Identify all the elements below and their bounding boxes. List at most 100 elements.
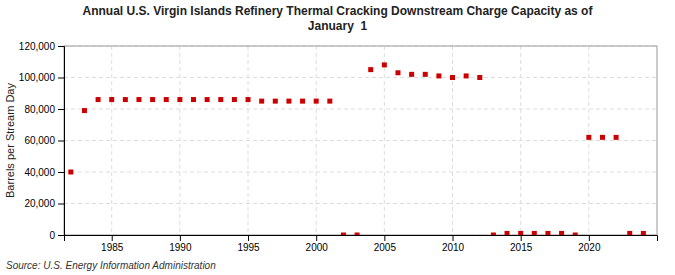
y-tick: 40,000 (24, 167, 64, 178)
x-tick-mark (248, 235, 249, 241)
chart: Annual U.S. Virgin Islands Refinery Ther… (0, 0, 675, 275)
point (300, 99, 305, 104)
point (450, 75, 455, 80)
point (341, 233, 346, 236)
x-tick-label: 1990 (169, 242, 192, 253)
grid-line-x (520, 46, 521, 235)
x-tick-label: 1995 (237, 242, 260, 253)
points (68, 62, 646, 235)
point (123, 97, 128, 102)
point (559, 231, 564, 235)
y-tick-label: 60,000 (24, 135, 55, 146)
grid-line-x (316, 46, 317, 235)
point (96, 97, 101, 102)
point (327, 99, 332, 104)
grid (64, 46, 657, 235)
point (68, 170, 73, 175)
point (205, 97, 210, 102)
x-tick: 1985 (101, 235, 124, 253)
point (532, 231, 537, 235)
title-line: Annual U.S. Virgin Islands Refinery Ther… (83, 4, 594, 18)
point (395, 70, 400, 75)
x-tick: 2000 (306, 235, 329, 253)
point (109, 97, 114, 102)
point (573, 233, 578, 236)
y-tick-label: 80,000 (24, 104, 55, 115)
y-tick: 80,000 (24, 104, 64, 115)
point (273, 99, 278, 104)
y-tick-label: 0 (49, 230, 55, 241)
y-tick-mark (58, 78, 64, 79)
point (641, 231, 646, 235)
point (246, 97, 251, 102)
x-axis: 1985 1990 1995 2000 2005 2010 2015 2020 (65, 235, 658, 253)
point (614, 135, 619, 140)
x-tick-label: 2010 (442, 242, 465, 253)
x-tick-mark (453, 235, 454, 241)
x-tick-label: 2000 (306, 242, 329, 253)
y-axis: 0 20,000 40,000 60,000 80,000 100,000 120,000 (19, 41, 65, 241)
x-tick-label: 2005 (374, 242, 397, 253)
y-tick-mark (58, 172, 64, 173)
y-tick: 20,000 (24, 198, 64, 209)
point (177, 97, 182, 102)
grid-line-y (64, 172, 657, 173)
point (505, 231, 510, 235)
point (314, 99, 319, 104)
y-tick: 120,000 (19, 41, 64, 52)
point (232, 97, 237, 102)
grid-line-x (111, 46, 112, 235)
point (368, 67, 373, 72)
grid-line-x (179, 46, 180, 235)
point (191, 97, 196, 102)
x-tick: 2005 (374, 235, 397, 253)
grid-line-y (64, 109, 657, 110)
y-tick-mark (58, 235, 64, 236)
x-tick-label: 1985 (101, 242, 124, 253)
x-tick-mark (180, 235, 181, 241)
grid-line-y (64, 203, 657, 204)
x-tick: 1995 (237, 235, 260, 253)
point (286, 99, 291, 104)
source: Source: U.S. Energy Information Administ… (6, 260, 216, 271)
plot: 1985 1990 1995 2000 2005 2010 2015 2020 0 20,000 4… (19, 41, 658, 253)
y-tick-mark (58, 46, 64, 47)
point (382, 62, 387, 67)
x-tick: 1990 (169, 235, 192, 253)
x-tick-mark (316, 235, 317, 241)
x-axis-line (65, 236, 658, 242)
y-tick-mark (58, 109, 64, 110)
point (600, 135, 605, 140)
x-tick-label: 2020 (578, 242, 601, 253)
point (82, 108, 87, 113)
x-tick-mark (384, 235, 385, 241)
y-tick-label: 100,000 (19, 72, 56, 83)
point (355, 233, 360, 236)
y-axis-label: Barrels per Stream Day (4, 83, 16, 198)
point (218, 97, 223, 102)
title-line: January 1 (308, 19, 368, 33)
point (627, 231, 632, 235)
grid-line-x (384, 46, 385, 235)
point (545, 231, 550, 235)
point (464, 73, 469, 78)
grid-line-x (452, 46, 453, 235)
point (150, 97, 155, 102)
y-tick-label: 40,000 (24, 167, 55, 178)
x-tick: 2015 (510, 235, 533, 253)
point (477, 75, 482, 80)
x-tick: 2010 (442, 235, 465, 253)
y-tick-mark (58, 141, 64, 142)
x-tick-label: 2015 (510, 242, 533, 253)
point (423, 72, 428, 77)
y-tick-mark (58, 204, 64, 205)
y-tick-label: 120,000 (19, 41, 56, 52)
point (436, 73, 441, 78)
grid-line-x (588, 46, 589, 235)
y-tick: 0 (49, 230, 64, 241)
y-tick: 100,000 (19, 72, 64, 83)
x-tick: 2020 (578, 235, 601, 253)
plot-frame (64, 46, 657, 235)
y-tick-label: 20,000 (24, 198, 55, 209)
x-tick-mark (521, 235, 522, 241)
